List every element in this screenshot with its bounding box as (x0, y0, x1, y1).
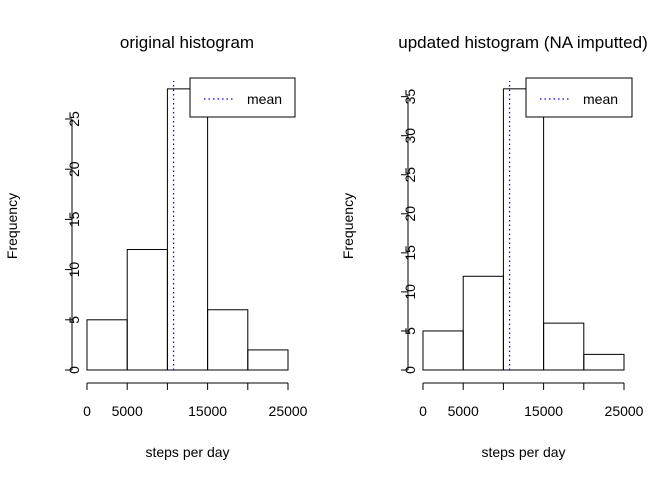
histogram-panel-1: original histogram 0 5 10 15 20 25 Frequency 0 50… (4, 33, 308, 460)
histogram-bar (126, 249, 168, 371)
chart-title: original histogram (120, 33, 254, 52)
x-axis-label: steps per day (145, 444, 229, 460)
histogram-bar (462, 275, 504, 371)
x-tick-label: 0 (419, 403, 427, 419)
legend-label: mean (247, 91, 282, 107)
x-axis-label: steps per day (481, 444, 565, 460)
y-tick-label: 25 (66, 111, 82, 127)
legend-box (189, 77, 296, 118)
y-tick-label: 15 (402, 245, 418, 261)
y-tick-label: 10 (402, 284, 418, 300)
legend-label: mean (583, 91, 618, 107)
y-tick-label: 25 (402, 167, 418, 183)
x-tick-label: 25000 (269, 403, 308, 419)
histogram-bar (166, 88, 209, 371)
histogram-bar (502, 88, 545, 371)
legend-box (525, 77, 633, 118)
legend: mean (525, 77, 633, 118)
histogram-bar (207, 309, 249, 371)
y-tick-label: 5 (402, 327, 418, 335)
y-tick-label: 10 (66, 262, 82, 278)
y-axis-label: Frequency (4, 193, 20, 259)
histogram-bar (422, 330, 464, 371)
x-tick-label: 25000 (605, 403, 644, 419)
x-tick-label: 0 (83, 403, 91, 419)
histogram-panel-2: updated histogram (NA imputted) 0 5 10 15 20 2… (340, 33, 648, 460)
y-tick-label: 0 (402, 366, 418, 374)
y-tick-label: 20 (402, 206, 418, 222)
histogram-bar (543, 322, 585, 371)
y-tick-label: 0 (66, 366, 82, 374)
legend: mean (189, 77, 296, 118)
y-tick-label: 15 (66, 211, 82, 227)
y-axis-label: Frequency (340, 193, 356, 259)
y-tick-label: 5 (66, 316, 82, 324)
histogram-bar (86, 319, 128, 371)
histogram-bar (583, 353, 625, 371)
histogram-bar (247, 349, 289, 371)
y-tick-label: 30 (402, 128, 418, 144)
x-tick-label: 15000 (524, 403, 563, 419)
chart-title: updated histogram (NA imputted) (398, 33, 647, 52)
x-tick-label: 15000 (188, 403, 227, 419)
y-tick-label: 35 (402, 89, 418, 105)
x-tick-label: 5000 (448, 403, 479, 419)
y-tick-label: 20 (66, 161, 82, 177)
x-tick-label: 5000 (112, 403, 143, 419)
